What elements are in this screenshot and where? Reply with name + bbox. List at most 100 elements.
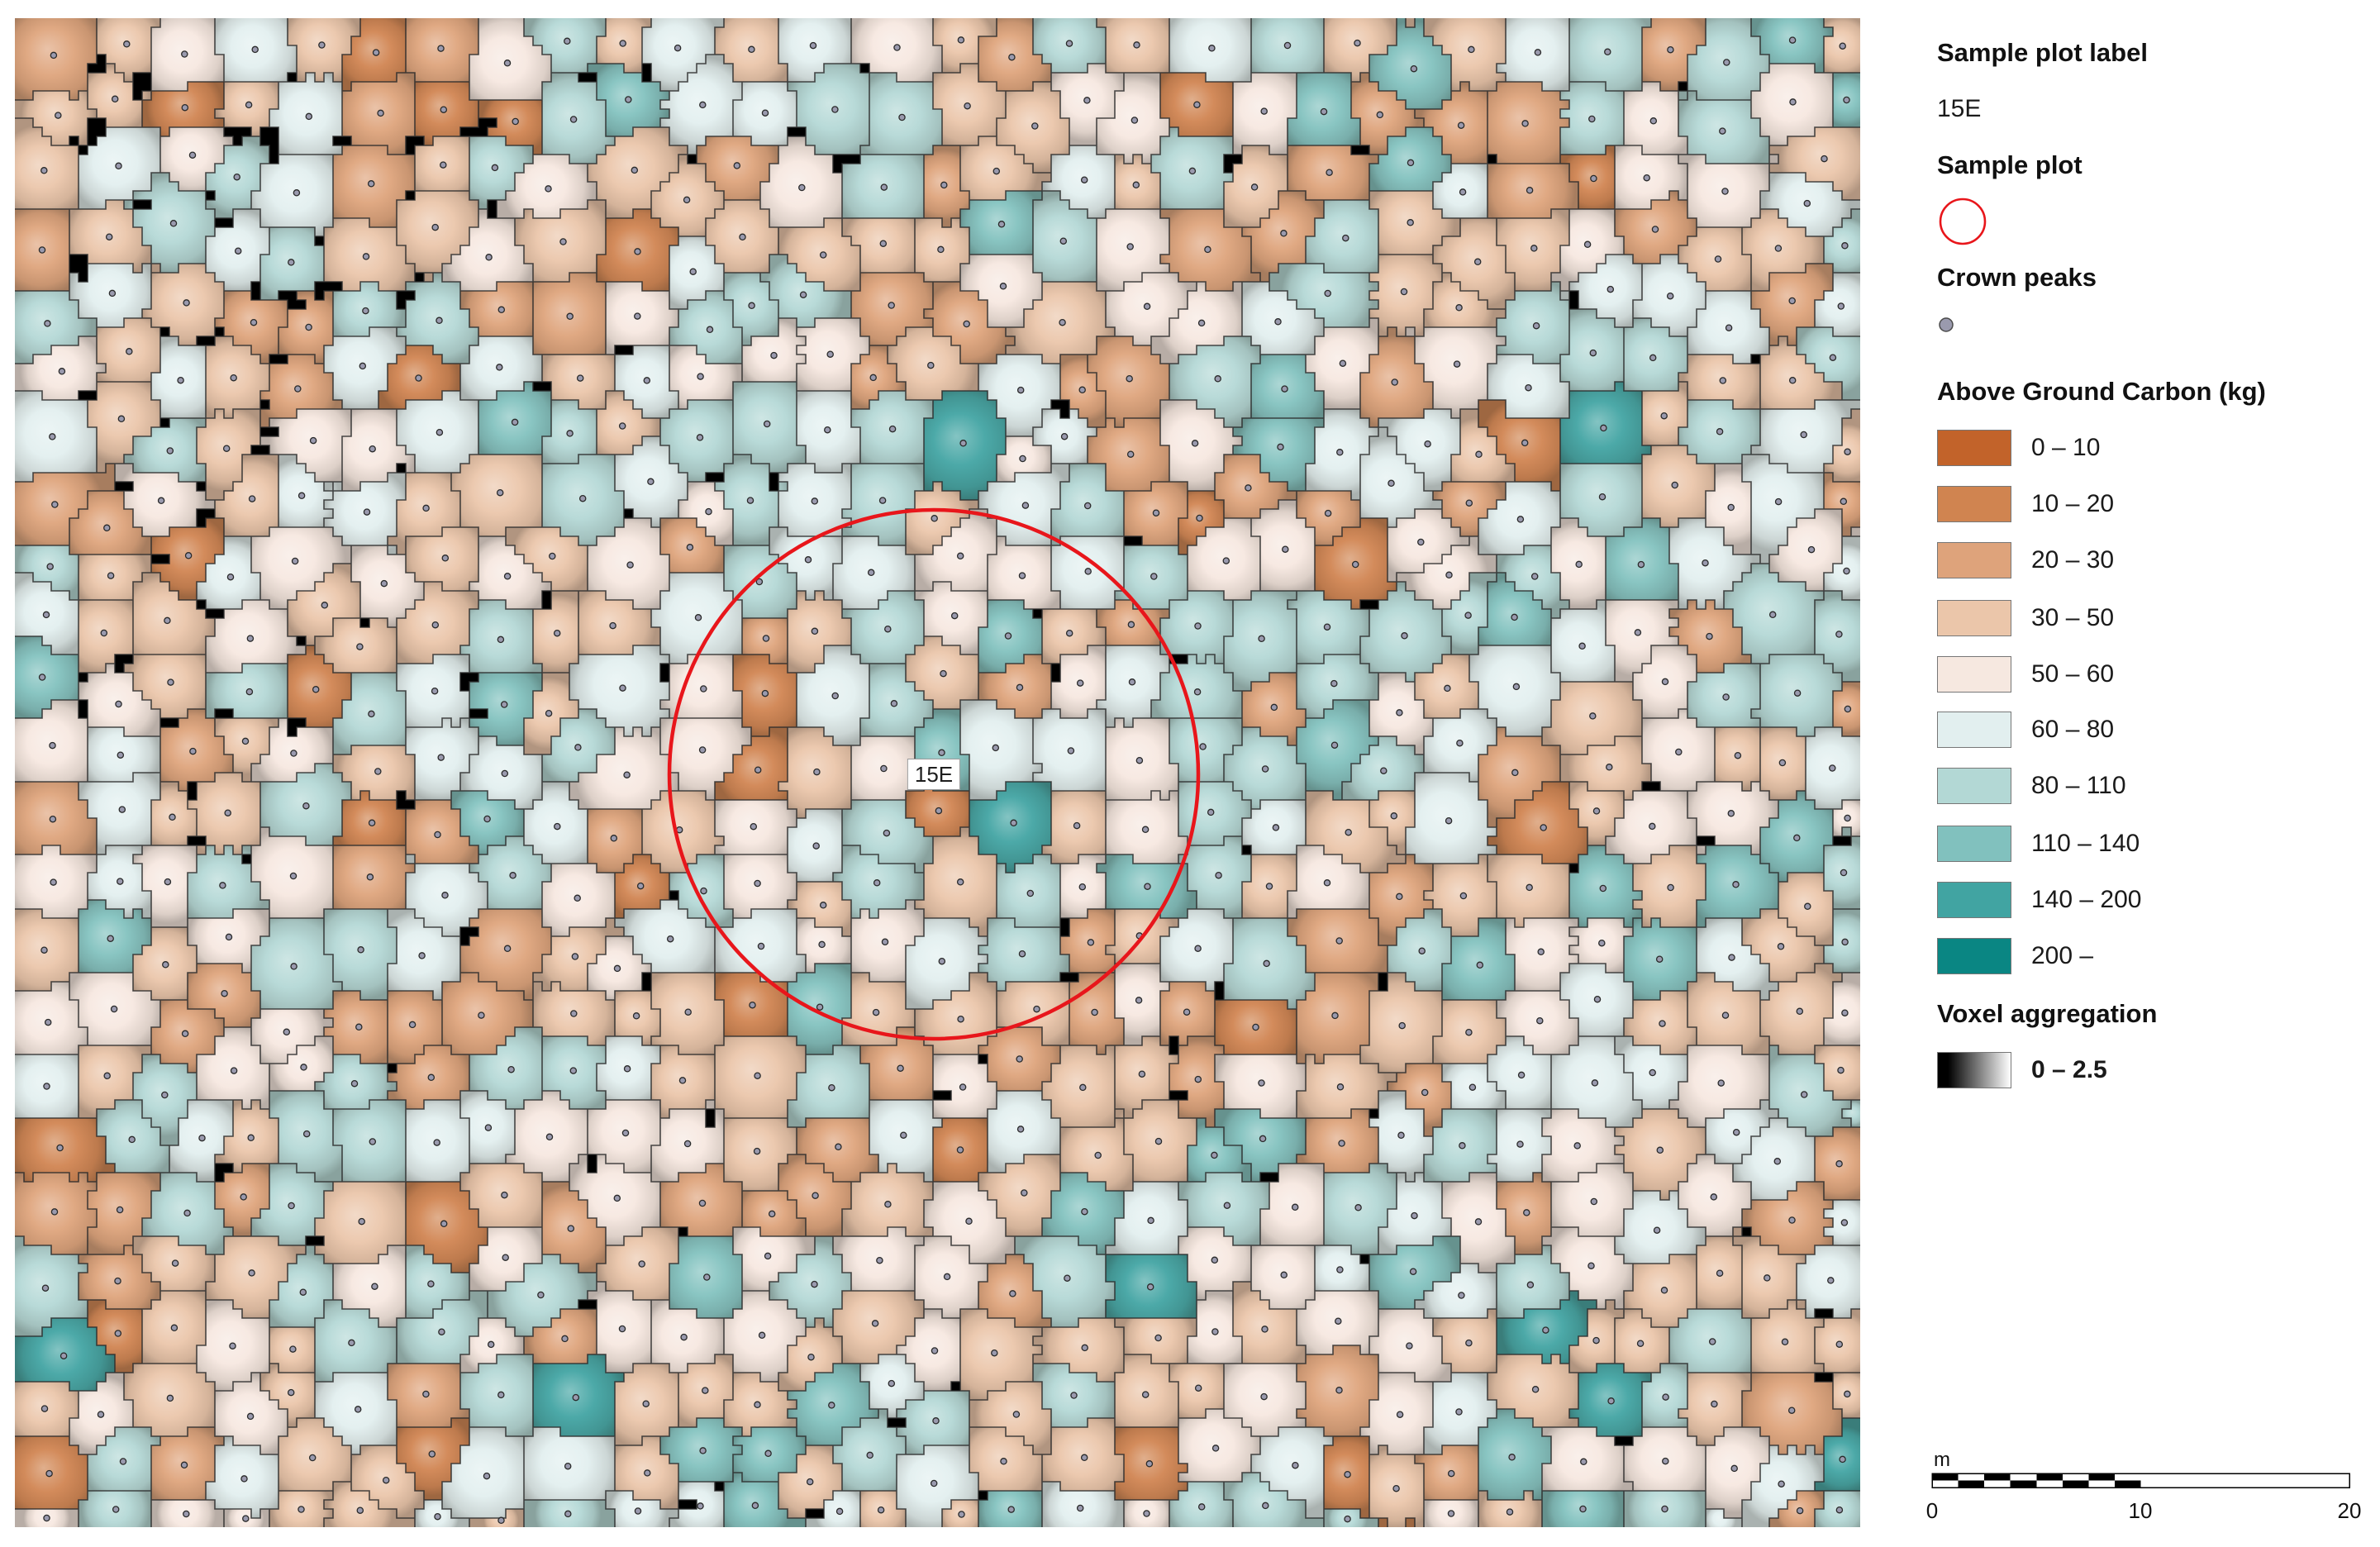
tree-crown <box>1669 1045 1769 1127</box>
crown-peak <box>119 1458 127 1465</box>
crown-peak <box>754 766 762 774</box>
tree-crown <box>1388 1064 1451 1136</box>
crown-peak <box>819 251 827 259</box>
crown-peak <box>1512 683 1521 691</box>
tree-crown <box>1288 145 1378 200</box>
tree-crown <box>1297 491 1360 545</box>
crown-peak <box>1147 1216 1154 1225</box>
crown-peak <box>233 173 240 181</box>
crown-peak <box>1465 1339 1473 1347</box>
crown-peak <box>189 747 197 755</box>
crown-peak <box>221 989 228 997</box>
tree-crown <box>724 854 797 918</box>
crown-peak <box>706 326 714 334</box>
tree-crown <box>1760 336 1842 409</box>
crown-peak <box>1728 954 1735 961</box>
tree-crown <box>960 136 1051 200</box>
tree-crown <box>1188 1291 1242 1364</box>
crown-peak <box>1270 703 1278 712</box>
crown-peak <box>1133 41 1140 49</box>
crown-peak <box>246 635 255 642</box>
tree-crown <box>1169 336 1260 427</box>
crown-peak <box>1468 45 1475 54</box>
crown-peak <box>1262 1502 1269 1510</box>
crown-peak <box>1796 1007 1804 1016</box>
crown-peak <box>302 1130 311 1138</box>
crown-peak <box>618 422 626 430</box>
crown-peak <box>1727 810 1735 817</box>
crown-peak <box>183 1510 190 1518</box>
tree-crown <box>1488 782 1587 864</box>
crown-peak <box>807 1353 815 1361</box>
crown-peak <box>879 240 888 247</box>
tree-crown <box>724 1473 806 1527</box>
tree-crown <box>79 773 160 854</box>
crown-peak <box>485 254 493 261</box>
tree-crown <box>733 382 806 473</box>
crown-peak <box>290 750 298 757</box>
tree-crown <box>15 1236 88 1336</box>
tree-crown <box>260 409 351 482</box>
crown-peak <box>436 428 444 436</box>
crown-peak <box>369 445 376 453</box>
crown-peak <box>40 167 48 174</box>
crown-peak <box>248 495 256 502</box>
tree-crown <box>506 527 588 591</box>
crown-peak <box>1130 117 1139 124</box>
tree-crown <box>660 400 733 482</box>
crown-peak <box>49 741 56 750</box>
crown-peak <box>764 1252 772 1260</box>
crown-peak <box>698 746 707 754</box>
crown-peak <box>763 420 771 428</box>
crown-peak <box>1407 159 1415 167</box>
crown-peak <box>683 1140 692 1148</box>
crown-peak <box>1525 383 1532 392</box>
crown-peak <box>1144 883 1151 890</box>
crown-peak <box>1800 1091 1808 1098</box>
crown-peak <box>811 497 819 505</box>
crown-peak <box>177 376 184 384</box>
crown-peak <box>1135 997 1143 1004</box>
crown-peak <box>1396 1411 1404 1418</box>
crown-peak <box>1445 571 1453 579</box>
crown-peak <box>937 245 945 254</box>
tree-crown <box>1360 582 1451 682</box>
legend-carbon-class: 60 – 80 <box>1937 712 2284 748</box>
crown-peak <box>437 754 445 761</box>
crown-peak <box>1447 1510 1455 1517</box>
crown-peak <box>44 320 51 327</box>
crown-peak <box>305 323 312 331</box>
crown-peak <box>1388 479 1395 488</box>
crown-peak <box>927 361 935 369</box>
crown-peak <box>1410 64 1418 73</box>
crown-peak <box>1675 748 1683 756</box>
crown-peak <box>959 1083 967 1091</box>
tree-crown <box>1642 18 1706 91</box>
tree-crown <box>288 645 351 727</box>
tree-crown <box>469 18 551 100</box>
crown-peak <box>642 1400 650 1407</box>
crown-peak <box>128 1135 136 1144</box>
tree-crown <box>1260 1164 1324 1245</box>
crown-peak <box>1018 950 1026 958</box>
tree-crown <box>1824 209 1860 273</box>
crown-peak <box>1059 318 1066 326</box>
crown-peak <box>1004 632 1012 640</box>
tree-crown <box>906 918 988 1009</box>
crown-peak <box>367 180 375 188</box>
crown-peak <box>441 892 449 899</box>
crown-peak <box>1844 448 1851 455</box>
crown-peak <box>1598 939 1606 947</box>
tree-crown <box>1433 1309 1497 1373</box>
crown-peak <box>1778 1480 1785 1488</box>
tree-crown <box>788 591 851 673</box>
crown-peak <box>312 686 320 693</box>
crown-peak <box>754 1072 761 1079</box>
crown-peak <box>930 1479 938 1488</box>
crown-peak <box>496 488 504 497</box>
tree-crown <box>215 1100 278 1173</box>
scale-bar-segment <box>2114 1480 2141 1488</box>
crown-peak <box>1583 240 1592 249</box>
tree-crown <box>960 700 1042 800</box>
crown-peak <box>881 938 889 946</box>
